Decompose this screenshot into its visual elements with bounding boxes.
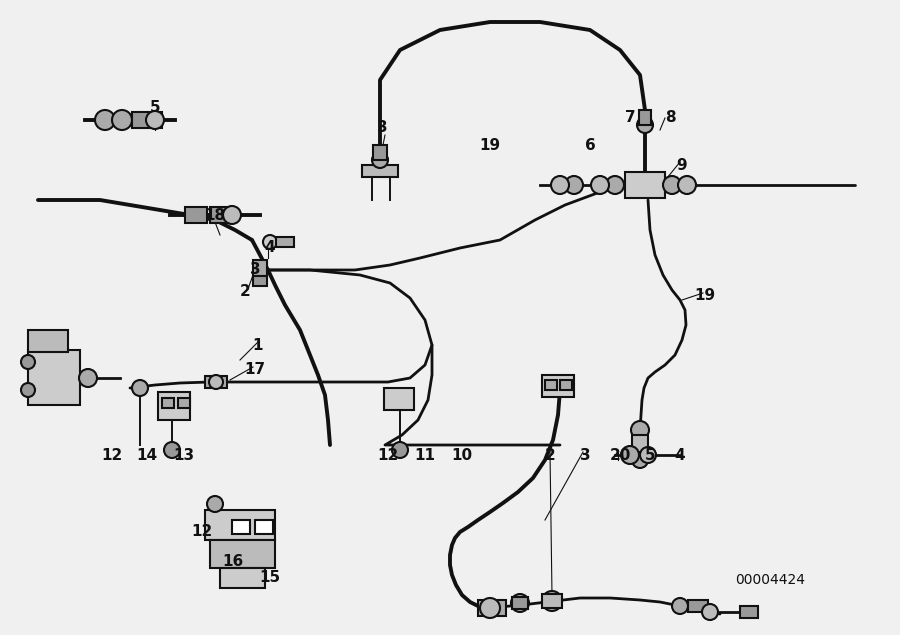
Circle shape (223, 206, 241, 224)
Circle shape (663, 176, 681, 194)
Text: 2: 2 (239, 284, 250, 300)
Circle shape (146, 111, 164, 129)
Circle shape (207, 496, 223, 512)
Bar (205, 510, 275, 540)
Text: 12: 12 (377, 448, 399, 462)
Text: 15: 15 (259, 570, 281, 585)
Bar (542, 375, 574, 397)
Bar (542, 594, 562, 608)
Bar (158, 392, 190, 420)
Text: 3: 3 (249, 262, 260, 277)
Text: 12: 12 (192, 525, 212, 540)
Bar (478, 600, 506, 616)
Circle shape (551, 176, 569, 194)
Circle shape (164, 442, 180, 458)
Text: 16: 16 (222, 554, 244, 570)
Circle shape (637, 117, 653, 133)
Circle shape (392, 442, 408, 458)
Text: 2: 2 (544, 448, 555, 462)
Bar (255, 520, 273, 534)
Circle shape (132, 380, 148, 396)
Bar (688, 600, 708, 612)
Circle shape (631, 421, 649, 439)
Circle shape (209, 375, 223, 389)
Bar (625, 172, 665, 198)
Bar (545, 380, 557, 390)
Bar (28, 350, 80, 405)
Text: 19: 19 (695, 288, 716, 302)
Bar (205, 376, 227, 388)
Text: 18: 18 (204, 208, 226, 222)
Text: 8: 8 (665, 110, 675, 126)
Bar (185, 207, 207, 223)
Circle shape (640, 447, 656, 463)
Bar (220, 568, 265, 588)
Bar (276, 237, 294, 247)
Text: 10: 10 (452, 448, 472, 462)
Text: 1: 1 (253, 337, 263, 352)
Circle shape (263, 235, 277, 249)
Bar (560, 380, 572, 390)
Bar (232, 520, 250, 534)
Bar (384, 388, 414, 410)
Circle shape (702, 604, 718, 620)
Text: 12: 12 (102, 448, 122, 462)
Circle shape (112, 110, 132, 130)
Text: 14: 14 (137, 448, 157, 462)
Circle shape (21, 383, 35, 397)
Text: 5: 5 (149, 100, 160, 116)
Text: 11: 11 (415, 448, 436, 462)
Bar (210, 207, 232, 223)
Text: 3: 3 (377, 121, 387, 135)
Circle shape (632, 452, 648, 468)
Text: 19: 19 (480, 138, 500, 152)
Bar (639, 110, 651, 125)
Text: 9: 9 (677, 157, 688, 173)
Circle shape (480, 598, 500, 618)
Bar (210, 540, 275, 568)
Circle shape (591, 176, 609, 194)
Circle shape (95, 110, 115, 130)
Bar (740, 606, 758, 618)
Circle shape (621, 446, 639, 464)
Bar (178, 398, 190, 408)
Bar (362, 165, 398, 177)
Text: 00004424: 00004424 (735, 573, 805, 587)
Text: 20: 20 (609, 448, 631, 462)
Circle shape (606, 176, 624, 194)
Bar (512, 597, 528, 609)
Circle shape (672, 598, 688, 614)
Bar (373, 145, 387, 160)
Bar (28, 330, 68, 352)
Text: 4: 4 (675, 448, 685, 462)
Circle shape (79, 369, 97, 387)
Bar (253, 260, 267, 276)
Text: 4: 4 (265, 241, 275, 255)
Circle shape (565, 176, 583, 194)
Bar (162, 398, 174, 408)
Text: 13: 13 (174, 448, 194, 462)
Text: 5: 5 (644, 448, 655, 462)
Bar (132, 112, 162, 128)
Bar (253, 276, 267, 286)
Text: 17: 17 (245, 363, 266, 377)
Circle shape (511, 594, 529, 612)
Circle shape (542, 591, 562, 611)
Text: 3: 3 (580, 448, 590, 462)
Text: 7: 7 (625, 110, 635, 126)
Circle shape (372, 152, 388, 168)
Text: 6: 6 (585, 138, 596, 152)
Circle shape (21, 355, 35, 369)
Bar (632, 435, 648, 457)
Circle shape (678, 176, 696, 194)
